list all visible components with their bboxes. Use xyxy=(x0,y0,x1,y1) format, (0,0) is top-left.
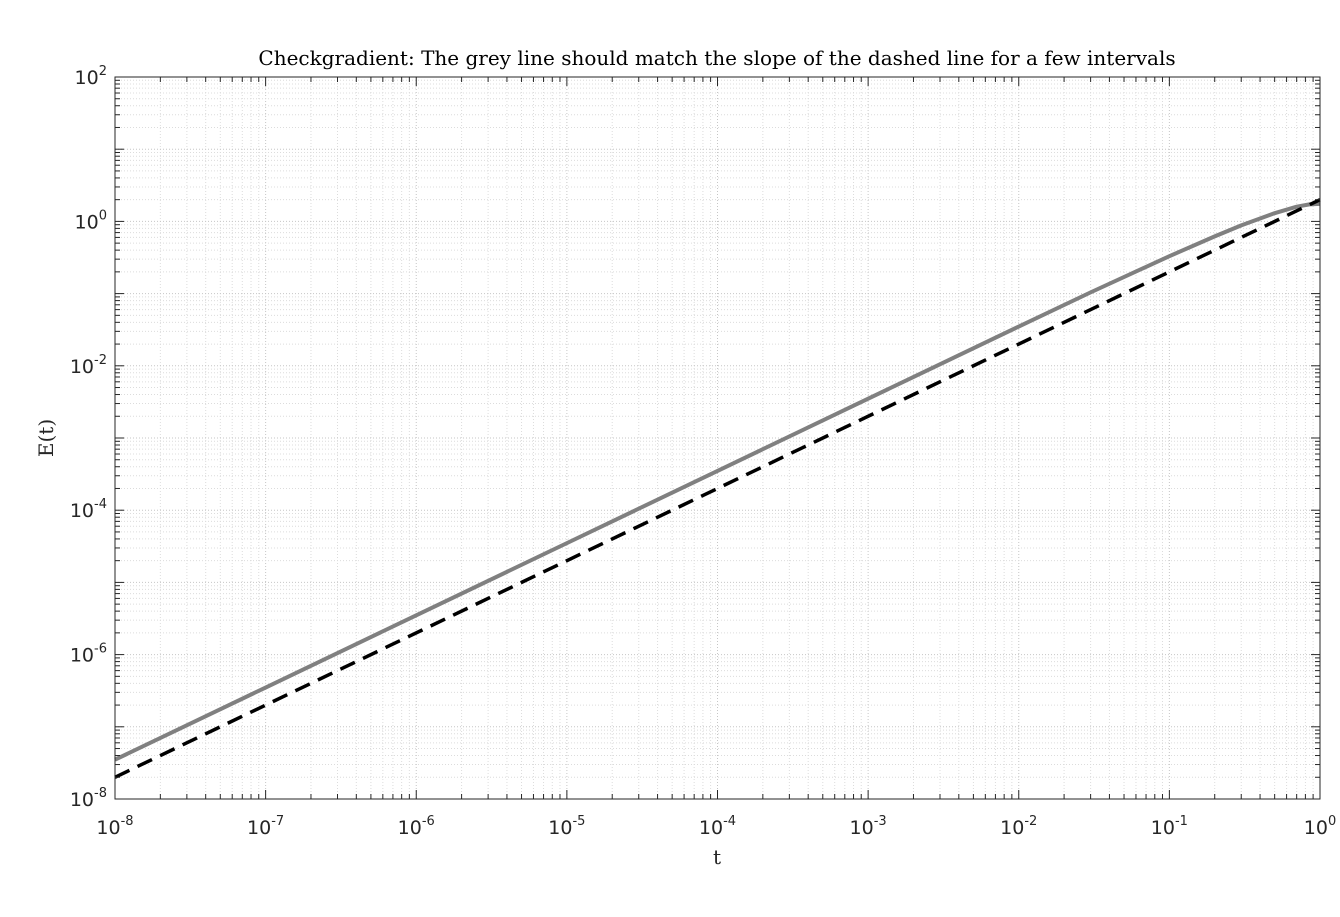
x-tick-label: 10-6 xyxy=(398,814,435,839)
x-tick-label: 10-7 xyxy=(247,814,284,839)
grid xyxy=(114,76,1321,800)
y-tick-label: 10-8 xyxy=(70,786,107,811)
grey-error-line xyxy=(114,201,1321,762)
dashed-reference-line xyxy=(114,198,1321,779)
x-axis-label: t xyxy=(713,845,721,869)
x-tick-label: 10-4 xyxy=(699,814,736,839)
x-tick-label: 10-1 xyxy=(1151,814,1188,839)
ticks: 10-8 10-7 10-6 10-5 10-4 10-3 10-2 10-1 100 10-8 1… xyxy=(70,64,1336,839)
y-tick-label: 102 xyxy=(75,64,107,89)
series-layer xyxy=(114,198,1321,779)
y-axis-label: E(t) xyxy=(34,419,58,457)
x-tick-label: 10-8 xyxy=(96,814,133,839)
x-tick-label: 10-5 xyxy=(548,814,585,839)
y-tick-label: 10-6 xyxy=(70,642,107,667)
x-tick-label: 100 xyxy=(1304,814,1336,839)
y-tick-label: 100 xyxy=(75,208,107,233)
x-tick-label: 10-2 xyxy=(1000,814,1037,839)
y-tick-label: 10-4 xyxy=(70,497,107,522)
chart-title: Checkgradient: The grey line should matc… xyxy=(258,46,1175,70)
x-tick-label: 10-3 xyxy=(850,814,887,839)
y-tick-label: 10-2 xyxy=(70,353,107,378)
